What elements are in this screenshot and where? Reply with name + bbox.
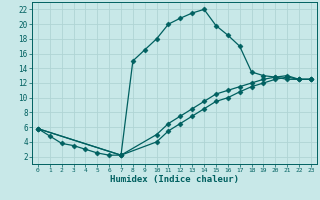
X-axis label: Humidex (Indice chaleur): Humidex (Indice chaleur): [110, 175, 239, 184]
